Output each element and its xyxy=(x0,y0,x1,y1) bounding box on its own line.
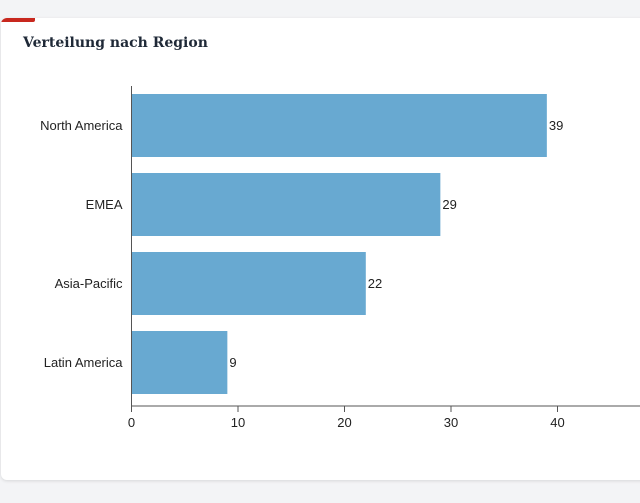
bar xyxy=(131,173,441,236)
bar-chart: North America EMEA Asia-Pacific Latin Ameri… xyxy=(40,86,640,430)
x-axis: 0 10 20 30 40 xyxy=(128,86,640,430)
accent-bar xyxy=(1,18,35,22)
category-label: Asia-Pacific xyxy=(55,276,123,291)
value-label: 9 xyxy=(229,355,236,370)
category-labels-group: North America EMEA Asia-Pacific Latin Ameri… xyxy=(40,118,123,370)
category-label: EMEA xyxy=(86,197,123,212)
value-label: 22 xyxy=(368,276,382,291)
value-label: 39 xyxy=(549,118,563,133)
category-label: Latin America xyxy=(44,355,124,370)
category-label: North America xyxy=(40,118,123,133)
bar xyxy=(131,331,228,394)
chart-card: Verteilung nach Region North America EMEA… xyxy=(1,18,640,480)
bar xyxy=(131,252,366,315)
bar xyxy=(131,94,547,157)
value-label: 29 xyxy=(442,197,456,212)
x-tick-label: 40 xyxy=(550,415,564,430)
x-tick-label: 30 xyxy=(444,415,458,430)
x-tick-label: 20 xyxy=(337,415,351,430)
x-tick-label: 10 xyxy=(231,415,245,430)
x-tick-label: 0 xyxy=(128,415,135,430)
bars-group xyxy=(131,94,547,394)
chart-title: Verteilung nach Region xyxy=(23,35,208,51)
value-labels-group: 39 29 22 9 xyxy=(229,118,563,370)
